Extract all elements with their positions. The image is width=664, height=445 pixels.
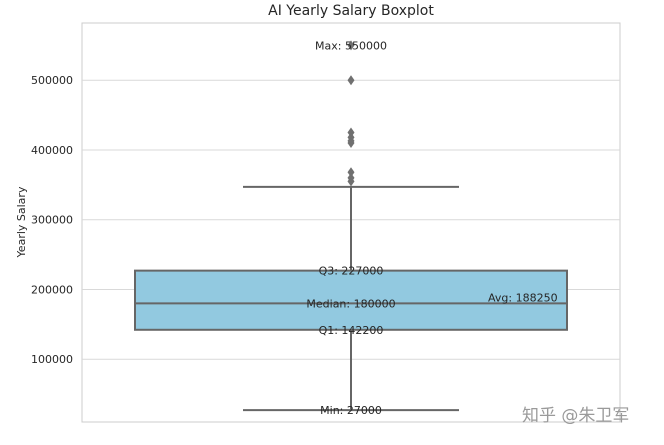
y-tick-label: 200000 [31, 283, 73, 296]
annotation-label: Q1: 142200 [319, 324, 384, 337]
annotation-label: Avg: 188250 [488, 292, 558, 305]
outlier-point [347, 75, 355, 86]
y-axis-ticks: 100000 200000 300000 400000 500000 [31, 74, 73, 366]
annotations: Max: 550000 Q3: 227000 Median: 180000 Q1: 1… [306, 39, 557, 417]
outlier-point [347, 172, 355, 183]
y-axis-label: Yearly Salary [15, 186, 28, 258]
box-marks [134, 40, 568, 412]
chart-title: AI Yearly Salary Boxplot [268, 3, 434, 19]
annotation-label: Median: 180000 [306, 297, 395, 310]
y-tick-label: 400000 [31, 144, 73, 157]
y-tick-label: 300000 [31, 214, 73, 227]
outlier-point [347, 167, 355, 178]
outlier-point [347, 40, 355, 51]
annotation-label: Max: 550000 [315, 39, 387, 52]
annotation-label: Q3: 227000 [319, 265, 384, 278]
annotation-label: Min: 27000 [320, 404, 382, 417]
outlier-point [347, 127, 355, 138]
watermark: 知乎 @朱卫军 [522, 406, 629, 426]
iqr-box [134, 269, 568, 331]
y-tick-label: 500000 [31, 74, 73, 87]
y-tick-label: 100000 [31, 353, 73, 366]
